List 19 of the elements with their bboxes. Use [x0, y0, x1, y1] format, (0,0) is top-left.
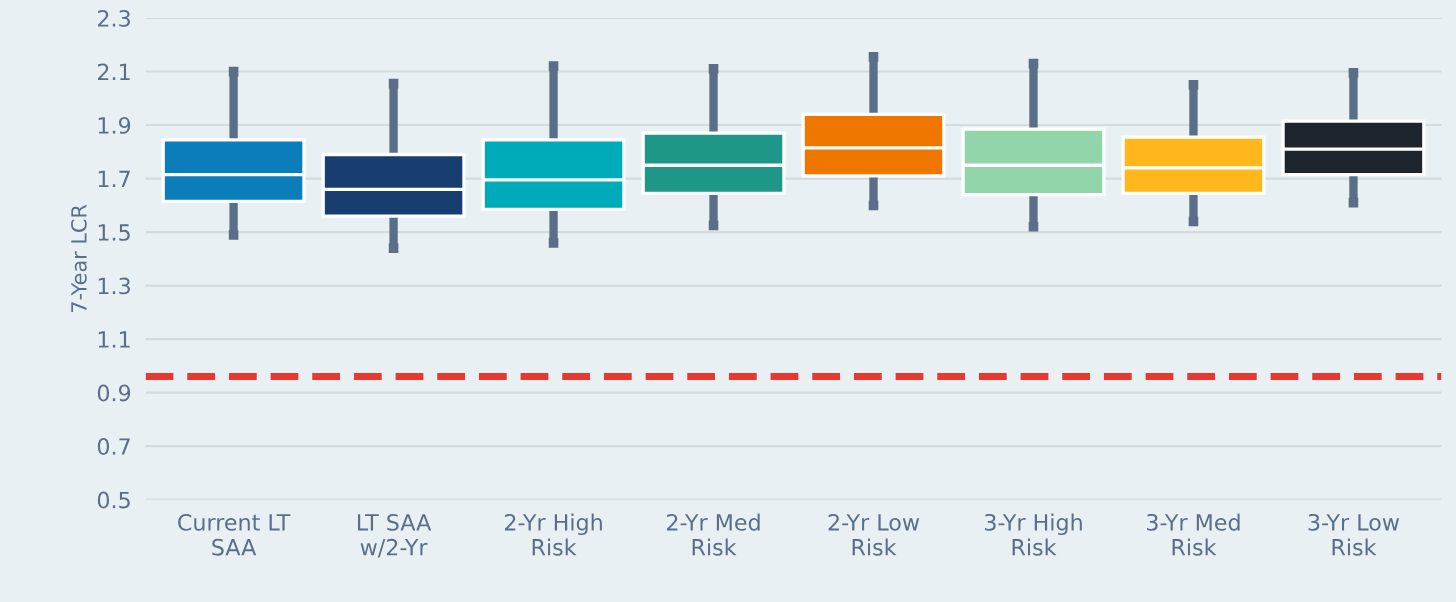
- y-tick-label: 1.9: [98, 117, 131, 134]
- x-tick-label: Current LT SAA: [178, 513, 291, 556]
- x-tick-label: 3-Yr Med Risk: [1147, 513, 1240, 556]
- y-tick-label: 1.5: [98, 224, 130, 241]
- y-tick-label: 2.1: [98, 63, 130, 81]
- y-tick-label: 2.3: [98, 10, 130, 27]
- x-tick-label: 2-Yr High Risk: [505, 513, 602, 556]
- x-tick-label: LT SAA w/2-Yr: [358, 513, 432, 558]
- y-tick-label: 0.9: [97, 384, 131, 402]
- y-axis-title: 7-Year LCR: [71, 204, 87, 312]
- x-tick-label: 3-Yr High Risk: [985, 513, 1082, 556]
- x-tick-label: 3-Yr Low Risk: [1308, 513, 1400, 556]
- x-tick-label: 2-Yr Low Risk: [828, 513, 920, 556]
- y-tick-label: 1.3: [98, 277, 130, 295]
- y-tick-label: 1.1: [98, 331, 130, 348]
- y-tick-label: 1.7: [98, 170, 130, 188]
- y-tick-label: 0.7: [97, 438, 130, 455]
- x-tick-label: 2-Yr Med Risk: [667, 513, 760, 556]
- y-tick-label: 0.5: [97, 491, 130, 509]
